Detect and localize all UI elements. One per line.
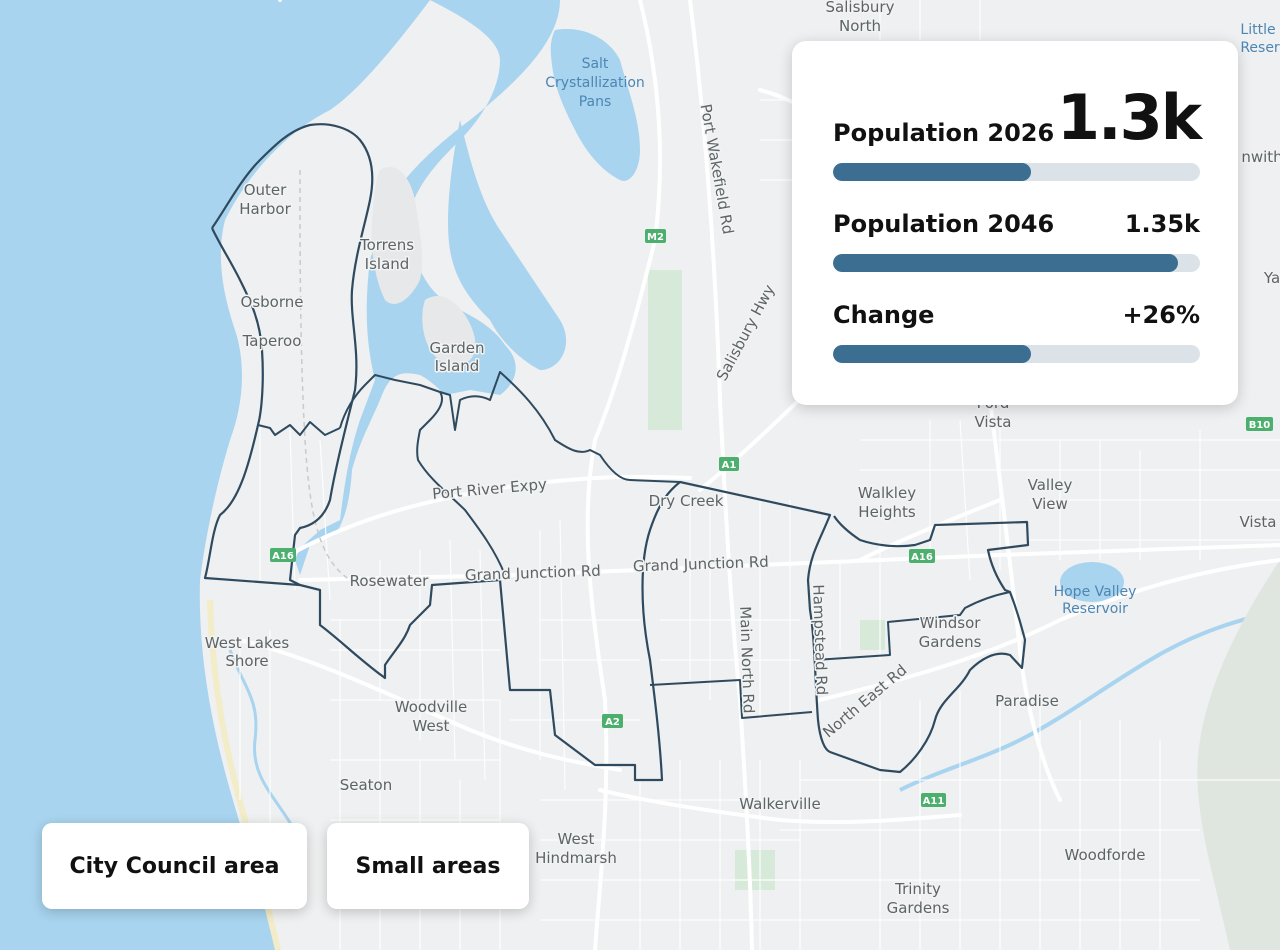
svg-text:West Lakes: West Lakes [205,634,290,652]
change-label: Change [833,301,935,329]
change-bar-fill [833,345,1032,363]
park [648,270,682,430]
place-labels: Salisbury North Outer Harbor Torrens Isl… [203,0,1280,919]
creek [228,649,302,841]
stat-population-2026: Population 2026 1.3k [833,87,1202,181]
park [860,620,885,650]
svg-text:nwith: nwith [1241,148,1280,166]
beach [207,599,281,950]
sea [0,0,430,950]
svg-text:West: West [413,717,450,735]
svg-text:Salisbury: Salisbury [826,0,895,16]
population-stats-card: Population 2026 1.3k Population 2046 1.3… [792,41,1238,405]
council-boundary [211,123,1030,782]
small-areas-button[interactable]: Small areas [327,823,529,909]
torrens-island-land [371,166,423,304]
svg-text:Windsor: Windsor [920,614,982,632]
hills [1197,560,1280,950]
population-2046-label: Population 2046 [833,210,1055,238]
small-area-boundary [339,374,506,576]
svg-text:Outer: Outer [244,181,287,199]
railway [299,169,351,581]
svg-text:Shore: Shore [225,652,268,670]
svg-text:Dry Creek: Dry Creek [649,492,724,510]
svg-text:Garden: Garden [430,339,485,357]
svg-text:A1: A1 [722,460,737,471]
svg-text:Valley: Valley [1028,476,1073,494]
svg-text:West: West [558,830,595,848]
svg-text:A11: A11 [923,796,945,807]
svg-text:Hindmarsh: Hindmarsh [535,849,617,867]
label-little-reser: Reser [1240,40,1280,56]
small-area-boundary [814,591,1011,661]
stat-change: Change +26% [833,295,1200,363]
svg-text:Ya: Ya [1263,269,1280,287]
garden-island-land [422,295,476,366]
svg-text:Taperoo: Taperoo [242,332,302,350]
svg-text:A16: A16 [911,552,933,563]
population-2026-bar-fill [833,163,1032,181]
svg-text:A16: A16 [272,551,294,562]
svg-text:Walkerville: Walkerville [739,795,820,813]
population-2046-value: 1.35k [1124,210,1200,238]
inner-lagoon [448,120,567,370]
svg-text:Osborne: Osborne [241,293,304,311]
park [735,850,775,890]
svg-text:A2: A2 [605,717,620,728]
small-area-boundary [439,371,681,483]
svg-text:Walkley: Walkley [858,484,916,502]
city-council-area-button[interactable]: City Council area [42,823,307,909]
svg-text:View: View [1032,495,1068,513]
svg-text:Island: Island [365,255,410,273]
svg-text:Vista: Vista [975,413,1012,431]
stat-population-2046: Population 2046 1.35k [833,204,1200,272]
svg-text:B10: B10 [1249,420,1271,431]
population-2026-bar [833,163,1200,181]
street-grid [239,0,1280,950]
population-2046-bar [833,254,1200,272]
label-salt-pans: Pans [579,94,612,110]
svg-text:North: North [839,17,881,35]
population-2026-label: Population 2026 [833,119,1055,147]
label-hope-valley-reservoir: Hope Valley [1054,584,1137,600]
change-value: +26% [1122,301,1200,329]
svg-text:Rosewater: Rosewater [350,572,430,590]
route-shields: M2 A1 A16 A16 A2 A11 B10 [270,229,1273,807]
port-river [295,0,560,575]
svg-text:Woodville: Woodville [395,698,467,716]
salt-pans [550,29,640,181]
small-area-boundary [649,679,813,719]
svg-text:M2: M2 [647,232,664,243]
svg-text:Island: Island [435,357,480,375]
council-boundary [203,227,301,587]
svg-text:Paradise: Paradise [995,692,1059,710]
svg-text:Trinity: Trinity [894,880,941,898]
population-2046-bar-fill [833,254,1178,272]
svg-text:Main North Rd: Main North Rd [736,606,758,714]
svg-text:Torrens: Torrens [359,236,414,254]
svg-text:Gardens: Gardens [887,899,950,917]
label-salt-pans: Crystallization [545,75,645,91]
svg-text:Gardens: Gardens [919,633,982,651]
label-hope-valley-reservoir: Reservoir [1062,601,1128,617]
svg-text:Harbor: Harbor [239,200,291,218]
label-little-reser: Little [1240,22,1275,38]
population-2026-value: 1.3k [1056,81,1202,154]
svg-text:Vista: Vista [1240,513,1277,531]
svg-text:Heights: Heights [858,503,916,521]
svg-text:Seaton: Seaton [340,776,393,794]
small-area-boundary [257,421,341,436]
change-bar [833,345,1200,363]
torrens-river [899,608,1280,792]
label-salt-pans: Salt [582,56,609,72]
svg-text:Woodforde: Woodforde [1065,846,1146,864]
hope-valley-reservoir [1060,562,1124,602]
